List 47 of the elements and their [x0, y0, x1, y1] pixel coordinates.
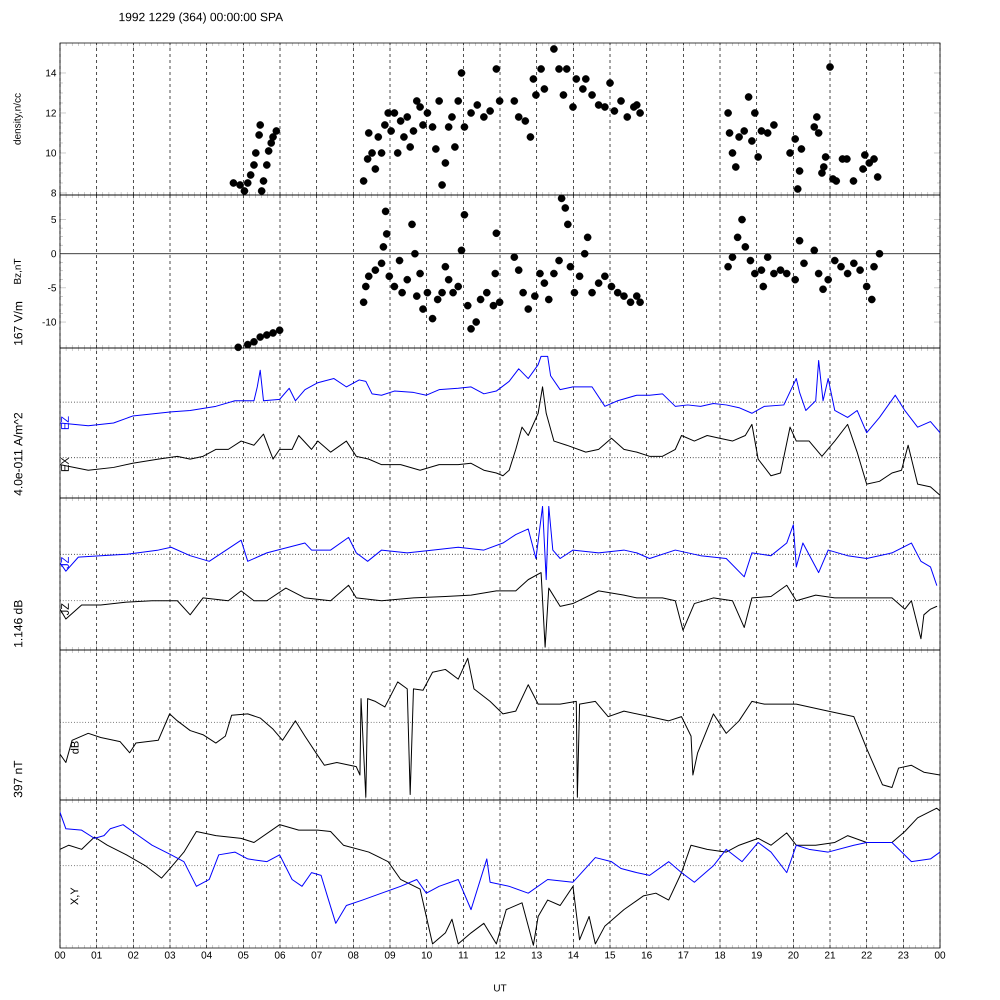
- annotation: X,Y: [70, 888, 80, 905]
- text: EX: [61, 458, 69, 472]
- y-tick-label: 10: [46, 149, 56, 157]
- annotation: dB: [70, 741, 79, 754]
- y-tick-label: 8: [51, 189, 56, 197]
- x-tick-label: 07: [312, 952, 322, 959]
- x-tick-label: 12: [495, 952, 506, 959]
- x-tick-label: 09: [384, 952, 396, 959]
- x-tick-label: 14: [568, 952, 579, 958]
- y-axis-title: density,n/cc: [13, 93, 23, 145]
- x-tick-label: 13: [532, 952, 542, 959]
- x-tick-label: 23: [898, 952, 908, 959]
- x-tick-label: 18: [715, 952, 726, 959]
- x-tick-label: 05: [238, 952, 248, 959]
- text: JZ: [61, 603, 69, 616]
- x-tick-label: 15: [605, 952, 616, 959]
- y-tick-label: 5: [51, 216, 56, 224]
- x-tick-label: 19: [752, 952, 762, 959]
- x-axis-title: UT: [494, 984, 506, 992]
- y-axis-title: 4.0e-011 A/m^2: [14, 412, 22, 496]
- y-tick-label: 12: [46, 110, 56, 116]
- x-tick-label: 17: [678, 952, 688, 958]
- x-tick-label: 01: [92, 952, 102, 959]
- x-tick-label: 20: [788, 952, 799, 959]
- y-tick-label: 14: [46, 70, 56, 76]
- x-tick-label: 16: [642, 952, 652, 959]
- x-tick-label: 10: [422, 952, 432, 959]
- x-tick-label: 22: [862, 952, 872, 959]
- y-axis-title: 397 nT: [14, 760, 22, 798]
- x-tick-label: 00: [934, 952, 946, 959]
- x-tick-label: 02: [128, 952, 138, 959]
- y-axis-title: 167 V/m: [14, 302, 22, 345]
- x-tick-label: 08: [348, 952, 358, 959]
- x-tick-label: 11: [458, 952, 468, 958]
- chart-title: 1992 1229 (364) 00:00:00 SPA: [119, 12, 284, 24]
- y-tick-label: 0: [51, 250, 56, 258]
- x-tick-label: 04: [202, 952, 212, 959]
- y-axis-title: 1.146 dB: [14, 600, 22, 647]
- x-tick-label: 06: [274, 952, 286, 959]
- text: JZ: [61, 556, 69, 569]
- y-tick-label: -10: [42, 318, 56, 326]
- x-tick-label: 00: [54, 952, 66, 959]
- y-axis-title: Bz,nT: [14, 258, 22, 284]
- x-tick-label: 21: [824, 952, 836, 959]
- x-tick-label: 03: [164, 952, 176, 959]
- text: EZ: [61, 416, 69, 430]
- y-tick-label: -5: [48, 284, 56, 292]
